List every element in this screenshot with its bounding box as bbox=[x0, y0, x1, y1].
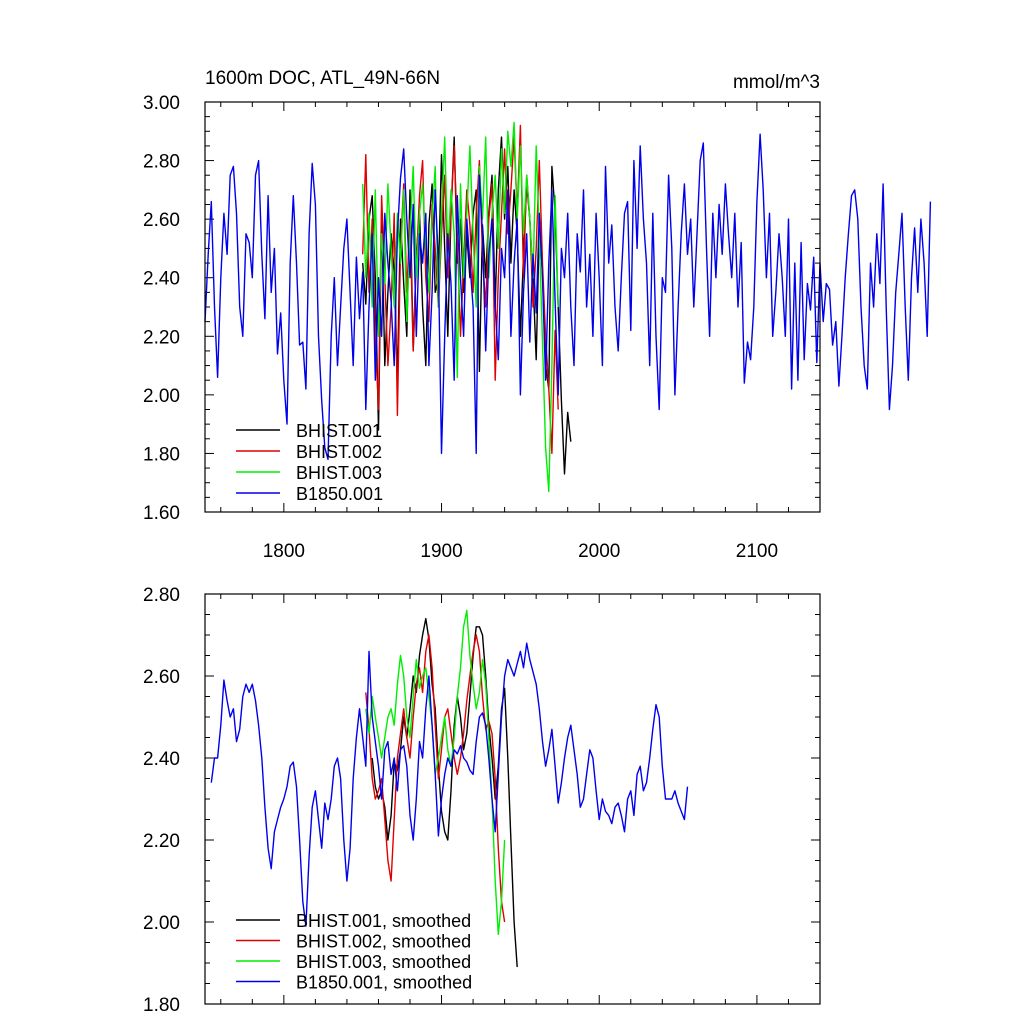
legend-label: B1850.001 bbox=[296, 484, 383, 504]
y-tick-label: 2.00 bbox=[143, 913, 180, 934]
legend-label: BHIST.003, smoothed bbox=[296, 952, 471, 972]
y-tick-label: 2.60 bbox=[143, 210, 180, 231]
legend-label: BHIST.003 bbox=[296, 463, 382, 483]
bottom-series-line-b1850-001-smoothed bbox=[210, 642, 689, 927]
y-tick-label: 2.60 bbox=[143, 667, 180, 688]
top-panel-units: mmol/m^3 bbox=[733, 72, 820, 93]
y-tick-label: 2.20 bbox=[143, 327, 180, 348]
bottom-panel-ticks: 1.80 2.00 2.20 2.40 2.60 2.80 bbox=[143, 585, 821, 1016]
legend-label: B1850.001, smoothed bbox=[296, 973, 472, 993]
top-panel: 1600m DOC, ATL_49N-66N mmol/m^3 1.60 1.80… bbox=[143, 68, 932, 562]
legend-label: BHIST.002 bbox=[296, 442, 382, 462]
top-series-line-bhist-003 bbox=[362, 121, 559, 493]
y-tick-label: 1.80 bbox=[143, 444, 180, 465]
bottom-series-line-bhist-002-smoothed bbox=[365, 634, 506, 923]
bottom-panel: 1.80 2.00 2.20 2.40 2.60 2.80 BHIST.001, smoo… bbox=[143, 585, 821, 1016]
legend-label: BHIST.001, smoothed bbox=[296, 911, 471, 931]
top-panel-frame bbox=[204, 101, 821, 513]
y-tick-label: 1.80 bbox=[143, 995, 180, 1016]
y-tick-label: 3.00 bbox=[143, 93, 180, 114]
x-tick-label: 1900 bbox=[420, 541, 462, 562]
legend-label: BHIST.001 bbox=[296, 421, 382, 441]
y-tick-label: 2.80 bbox=[143, 585, 180, 606]
y-tick-label: 2.40 bbox=[143, 749, 180, 770]
bottom-panel-series bbox=[210, 609, 689, 968]
y-tick-label: 2.20 bbox=[143, 831, 180, 852]
top-panel-ticks: 1.60 1.80 2.00 2.20 2.40 2.60 2.80 3.00 1800 1900… bbox=[143, 93, 821, 562]
x-tick-label: 1800 bbox=[263, 541, 305, 562]
x-tick-label: 2000 bbox=[578, 541, 620, 562]
bottom-panel-frame bbox=[204, 593, 821, 1005]
top-panel-title: 1600m DOC, ATL_49N-66N bbox=[205, 68, 440, 89]
y-tick-label: 1.60 bbox=[143, 503, 180, 524]
top-series-line-b1850-001 bbox=[204, 133, 932, 460]
top-panel-series bbox=[204, 121, 932, 493]
legend-label: BHIST.002, smoothed bbox=[296, 932, 471, 952]
y-tick-label: 2.80 bbox=[143, 152, 180, 173]
y-tick-label: 2.00 bbox=[143, 386, 180, 407]
x-tick-label: 2100 bbox=[736, 541, 778, 562]
y-tick-label: 2.40 bbox=[143, 269, 180, 290]
